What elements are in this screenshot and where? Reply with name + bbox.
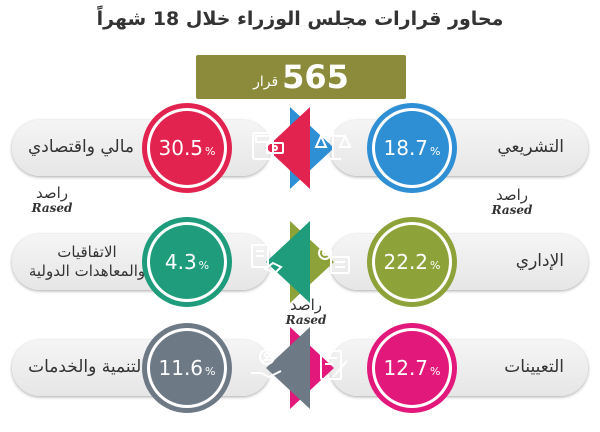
category-value: 18.7	[383, 136, 429, 160]
category-label: التعيينات	[504, 357, 564, 378]
total-decisions-value: 565	[282, 58, 349, 96]
scales-icon	[314, 131, 352, 160]
percent-sign: %	[205, 144, 216, 158]
category-badge: 22.2%	[375, 225, 449, 299]
percent-sign: %	[198, 258, 210, 272]
gear-checklist-icon	[318, 246, 350, 274]
category-label: الإداري	[515, 251, 564, 272]
percent-sign: %	[430, 364, 441, 378]
category-badge: 4.3%	[150, 225, 224, 299]
category-cap	[266, 221, 310, 303]
category-cap	[266, 327, 310, 409]
category-badge: 11.6%	[150, 331, 224, 405]
percent-sign: %	[205, 364, 216, 378]
category-label: التنمية والخدمات	[28, 357, 146, 378]
watermark-latin: Rased	[285, 312, 327, 327]
watermark-arabic: راصد	[35, 184, 69, 202]
category-label: الاتفاقيات والمعاهدات الدولية	[28, 243, 146, 280]
category-value: 11.6	[158, 356, 204, 380]
watermark-latin: Rased	[31, 200, 73, 215]
category-label: مالي واقتصادي	[28, 137, 135, 158]
total-decisions-unit: قرار	[253, 74, 279, 90]
watermark-logo: راصد Rased	[482, 186, 542, 217]
watermark-arabic: راصد	[289, 296, 323, 314]
calculator-money-icon	[252, 132, 284, 160]
category-value: 22.2	[383, 250, 429, 274]
watermark-logo: راصد Rased	[22, 184, 82, 215]
page-title: محاور قرارات مجلس الوزراء خلال 18 شهراً	[96, 8, 504, 30]
document-pen-icon	[320, 350, 348, 380]
watermark-arabic: راصد	[495, 186, 529, 204]
handshake-document-icon	[251, 244, 283, 275]
category-value: 30.5	[158, 136, 204, 160]
total-decisions-box: 565 قرار	[196, 55, 406, 99]
watermark-logo: راصد Rased	[276, 296, 336, 327]
category-badge: 12.7%	[375, 331, 449, 405]
category-badge: 30.5%	[150, 111, 224, 185]
percent-sign: %	[430, 258, 441, 272]
category-value: 12.7	[383, 356, 429, 380]
category-value: 4.3	[164, 250, 197, 274]
hand-person-icon	[251, 349, 282, 379]
watermark-latin: Rased	[491, 202, 533, 217]
category-label: التشريعي	[497, 137, 564, 158]
percent-sign: %	[430, 144, 441, 158]
category-badge: 18.7%	[375, 111, 449, 185]
